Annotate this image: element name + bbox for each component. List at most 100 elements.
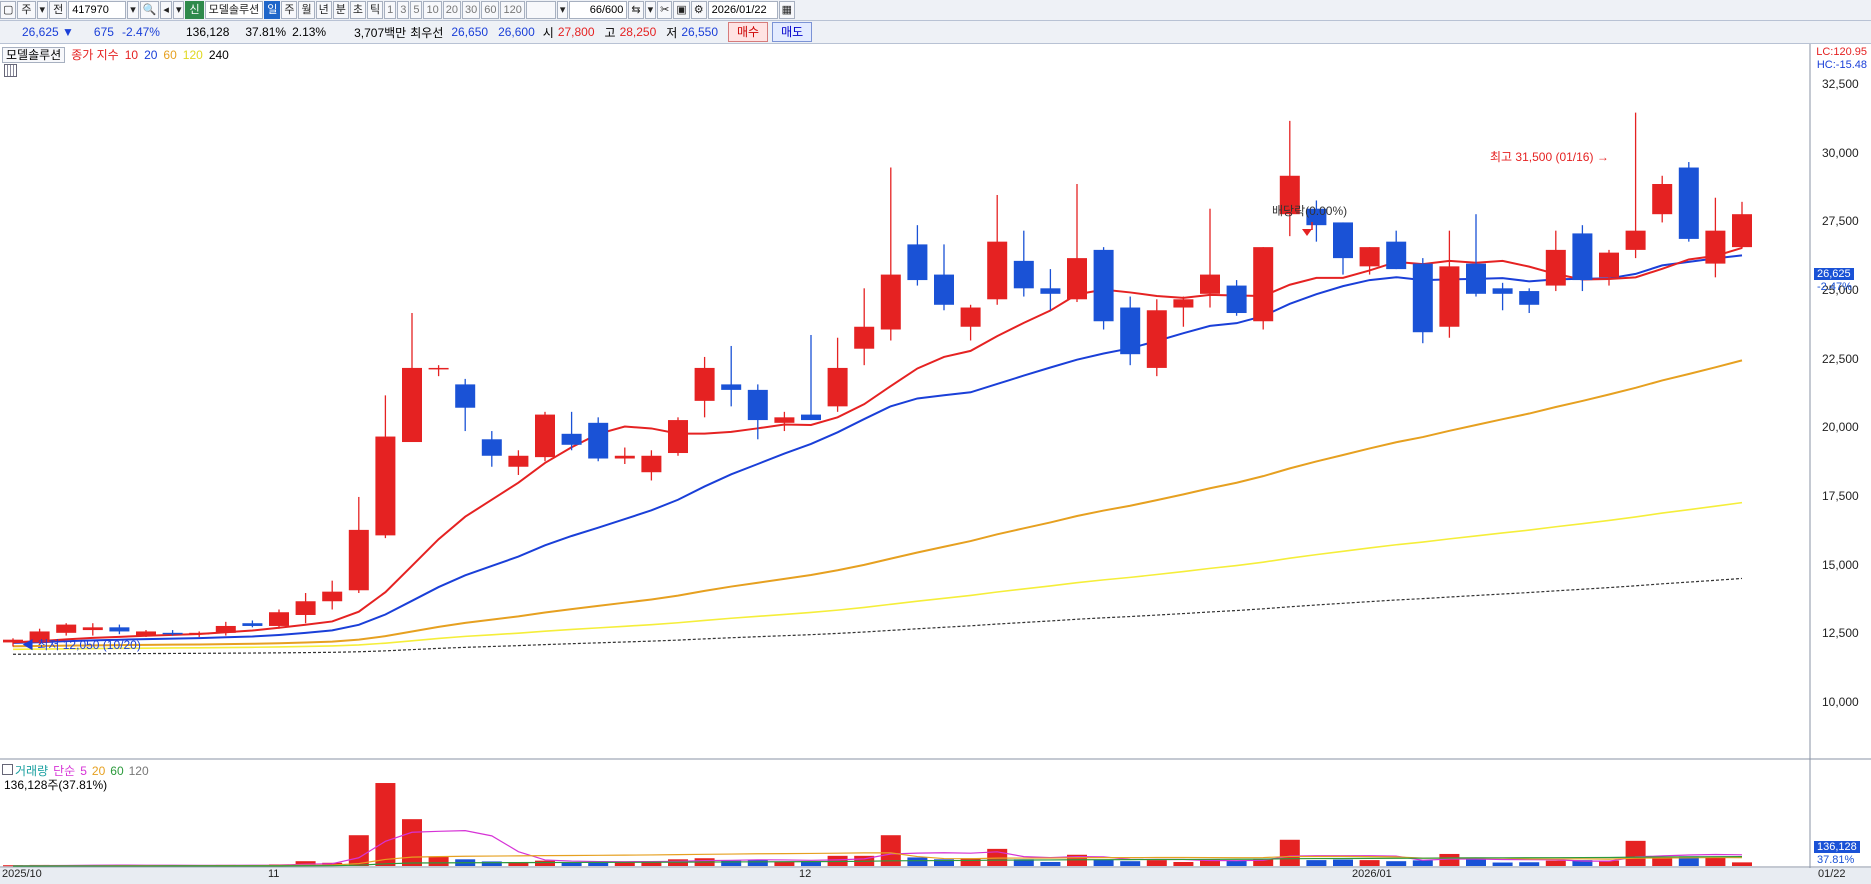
interval-tab-5[interactable]: 30 [461, 1, 481, 19]
candle-body [1226, 285, 1247, 314]
interval-tab-1[interactable]: 3 [397, 1, 410, 19]
candle-body [348, 529, 369, 591]
volume-bar [535, 860, 555, 866]
candle-body [960, 307, 981, 327]
calendar-icon[interactable]: ▦ [778, 1, 796, 19]
y-tick-label: 25,000 [1822, 283, 1859, 298]
volume-bar [348, 835, 369, 866]
volume-bar [1519, 862, 1540, 866]
period-tab-6[interactable]: 틱 [366, 1, 384, 19]
zoom-dropdown-icon[interactable]: ▾ [644, 1, 657, 19]
volume-bar [1359, 860, 1380, 866]
speaker-dropdown-icon[interactable]: ▾ [172, 1, 185, 19]
interval-tab-0[interactable]: 1 [384, 1, 397, 19]
low-label: 저 [666, 25, 678, 40]
prev-button[interactable]: 전 [49, 1, 68, 19]
candle-body [481, 439, 502, 456]
legend-ma20: 20 [144, 48, 158, 62]
volume-bar [1705, 857, 1726, 866]
price-chart[interactable] [0, 44, 1871, 884]
candle-body [1359, 247, 1380, 267]
interval-tab-3[interactable]: 10 [423, 1, 442, 19]
candle-body [934, 274, 954, 305]
search-icon[interactable]: 🔍 [139, 1, 160, 19]
market-select[interactable]: 주 [17, 1, 36, 19]
code-input[interactable]: 417970 [68, 1, 127, 19]
interval-tab-6[interactable]: 60 [481, 1, 500, 19]
grid-icon[interactable] [4, 64, 17, 77]
candle-body [82, 627, 103, 631]
interval-tab-4[interactable]: 20 [442, 1, 461, 19]
hc-value: HC:-15.48 [1816, 59, 1867, 71]
interval-tab-2[interactable]: 5 [410, 1, 423, 19]
window-layout-icon[interactable]: ▢ [0, 1, 17, 19]
y-tick-label: 10,000 [1822, 694, 1859, 709]
candle-body [1386, 241, 1407, 270]
zoom-icon[interactable]: ⇆ [628, 1, 644, 19]
candle-body [1519, 291, 1540, 305]
candle-body [827, 367, 848, 407]
y-tick-label: 20,000 [1822, 420, 1859, 435]
candle-body [614, 455, 635, 459]
indicator-badge[interactable]: 신 [185, 1, 204, 19]
volume-pct-tag: 37.81% [1817, 854, 1855, 866]
volume-bars [3, 783, 1752, 867]
candle-body [1040, 288, 1061, 294]
date-field[interactable]: 2026/01/22 [707, 1, 778, 19]
annotations [1302, 222, 1313, 236]
y-tick-label: 32,500 [1822, 77, 1859, 92]
blank-dropdown-icon[interactable]: ▾ [556, 1, 569, 19]
volume-grid-icon[interactable] [2, 764, 13, 775]
period-tab-1[interactable]: 주 [281, 1, 298, 19]
candle-body [29, 631, 50, 643]
candles [3, 112, 1752, 647]
volume-bar [1652, 857, 1673, 866]
candle-body [774, 417, 795, 423]
buy-button[interactable]: 매수 [728, 22, 769, 42]
period-tab-0[interactable]: 일 [264, 1, 281, 19]
period-tab-5[interactable]: 초 [349, 1, 366, 19]
sell-button[interactable]: 매도 [772, 22, 813, 42]
volume-bar [1333, 859, 1353, 866]
candle-body [1652, 184, 1673, 215]
candle-body [215, 625, 236, 633]
volume-bar [561, 861, 582, 866]
candle-body [535, 414, 555, 458]
best-bid: 26,600 [498, 25, 535, 39]
low-price: 26,550 [681, 25, 719, 39]
turnover: 2.13% [292, 25, 327, 39]
candle-body [1412, 263, 1433, 333]
candle-body [1200, 274, 1220, 294]
ma10-line [12, 247, 1743, 644]
save-icon[interactable]: ▣ [673, 1, 690, 19]
blank-input[interactable] [525, 1, 556, 19]
volume-bar [1040, 861, 1061, 866]
open-price: 27,800 [557, 25, 595, 39]
market-dropdown-icon[interactable]: ▾ [36, 1, 49, 19]
volume-bar [402, 819, 422, 866]
period-tab-4[interactable]: 분 [332, 1, 349, 19]
period-tab-3[interactable]: 년 [315, 1, 332, 19]
count-field[interactable]: 66/600 [569, 1, 628, 19]
interval-tab-7[interactable]: 120 [500, 1, 525, 19]
candle-body [1599, 252, 1619, 278]
volume-ratio: 37.81% [245, 25, 287, 39]
code-dropdown-icon[interactable]: ▾ [127, 1, 139, 19]
volume-bar [1732, 862, 1752, 866]
speaker-icon[interactable]: ◂ [160, 1, 172, 19]
candle-body [1732, 214, 1752, 248]
volume-bar [960, 858, 981, 866]
legend-ma240: 240 [208, 48, 229, 62]
volume-label: 거래량 [15, 764, 49, 778]
legend-stock-name[interactable]: 모델솔루션 [2, 47, 66, 63]
volume-ma-label: 단순 [53, 764, 76, 778]
vol-ma20: 20 [91, 764, 106, 778]
volume-tag: 136,128 [1814, 841, 1860, 853]
volume-bar [907, 857, 928, 866]
volume-bar [880, 835, 901, 866]
scissors-icon[interactable]: ✂ [657, 1, 673, 19]
volume-ma5-line [12, 830, 1743, 867]
best-ask-label: 최우선 [410, 25, 444, 40]
period-tab-2[interactable]: 월 [298, 1, 315, 19]
gear-icon[interactable]: ⚙ [690, 1, 707, 19]
